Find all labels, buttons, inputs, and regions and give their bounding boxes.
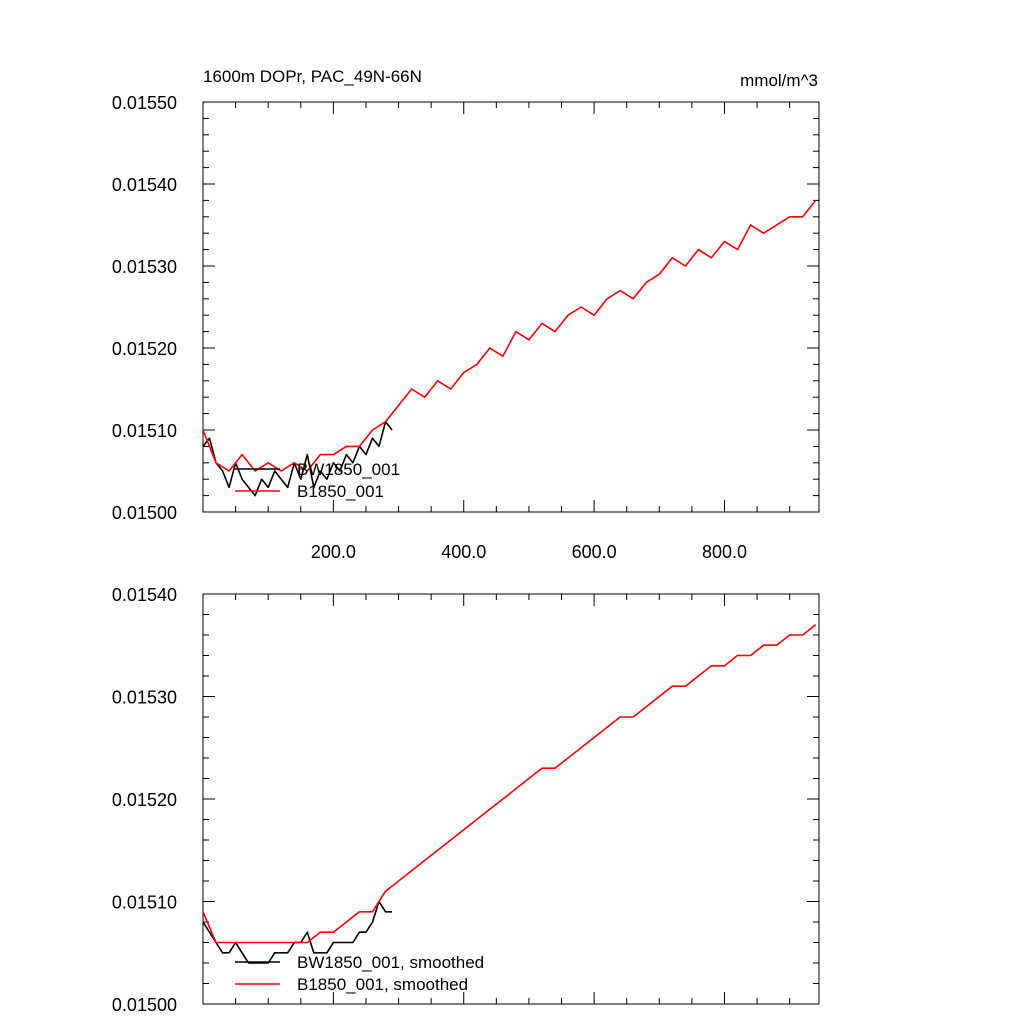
y-tick-label: 0.01540 [112,585,177,605]
legend-label-b1850-smoothed: B1850_001, smoothed [297,975,468,994]
plot-frame-top [202,101,820,513]
series-line-bw1850-001 [202,420,393,497]
y-tick-label: 0.01500 [112,503,177,523]
legend-bottom: BW1850_001, smoothed B1850_001, smoothed [235,953,484,994]
y-tick-label: 0.01510 [112,893,177,913]
chart-top-panel: 1600m DOPr, PAC_49N-66N mmol/m^3 0.01500… [112,67,820,562]
legend-label-bw1850: BW1850_001 [297,460,400,479]
series-group-bottom [202,624,817,964]
y-tick-label: 0.01540 [112,175,177,195]
chart-units-label: mmol/m^3 [740,71,818,90]
series-line-b1850-001-smoothed [202,624,817,944]
y-tick-label: 0.01550 [112,93,177,113]
legend-label-bw1850-smoothed: BW1850_001, smoothed [297,953,484,972]
y-tick-label: 0.01530 [112,688,177,708]
series-group-top [202,199,817,497]
legend-top: BW1850_001 B1850_001 [235,460,400,501]
series-line-b1850-001 [202,199,817,472]
axis-ticks-top: 0.01500 0.01510 0.01520 0.01530 0.01540 0.015… [112,93,819,562]
y-tick-label: 0.01500 [112,995,177,1015]
chart-bottom-panel: 0.01500 0.01510 0.01520 0.01530 0.01540 BW18… [112,585,820,1015]
y-tick-label: 0.01510 [112,421,177,441]
axis-ticks-bottom: 0.01500 0.01510 0.01520 0.01530 0.01540 [112,585,819,1015]
x-tick-label: 800.0 [702,542,747,562]
y-tick-label: 0.01520 [112,339,177,359]
x-tick-label: 200.0 [311,542,356,562]
y-tick-label: 0.01520 [112,790,177,810]
x-tick-label: 600.0 [572,542,617,562]
x-tick-label: 400.0 [441,542,486,562]
chart-title: 1600m DOPr, PAC_49N-66N [203,67,422,86]
y-tick-label: 0.01530 [112,257,177,277]
legend-label-b1850: B1850_001 [297,482,384,501]
